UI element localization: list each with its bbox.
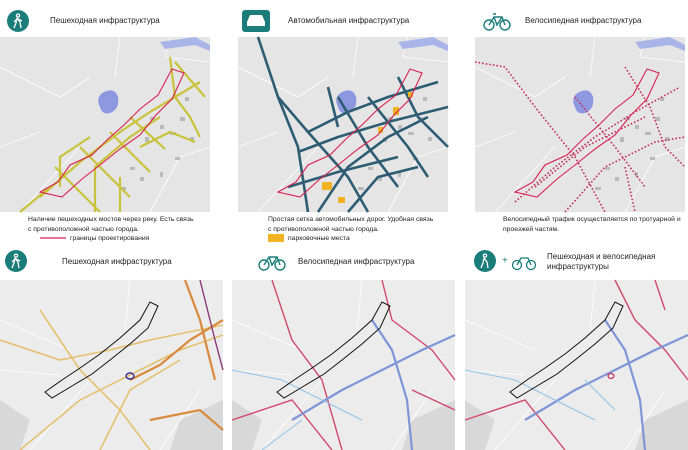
panel: Пешеходная инфраструктура	[0, 250, 224, 450]
caption: Наличие пешеходных мостов через реку. Ес…	[28, 216, 194, 223]
legend-label: парковочные места	[288, 235, 350, 242]
bike-icon	[258, 256, 286, 271]
caption: с противоположной частью города.	[28, 225, 139, 233]
legend-swatch	[268, 234, 284, 242]
panel-title: Пешеходная инфраструктура	[62, 257, 172, 266]
panel: + Пешеходная и велосипедная инфраструкту…	[464, 250, 688, 450]
pedestrian-icon	[474, 250, 496, 272]
svg-text:+: +	[502, 256, 508, 267]
panel-title: инфраструктуры	[547, 262, 609, 271]
bike-icon	[511, 257, 537, 271]
panel-title: Велосипедная инфраструктура	[298, 257, 415, 266]
map	[464, 279, 688, 450]
panel: Велосипедная инфраструктура	[231, 256, 456, 450]
caption: Велосипедный трафик осуществляется по тр…	[503, 215, 681, 223]
panel-title: Пешеходная инфраструктура	[50, 16, 160, 25]
panel: Пешеходная инфраструктура Наличие пешехо…	[0, 10, 211, 242]
panel: Автомобильная инфраструктура Простая сет…	[237, 10, 449, 242]
caption: с противоположной частью города.	[268, 225, 379, 233]
map	[237, 36, 449, 213]
panel-title: Автомобильная инфраструктура	[288, 16, 410, 25]
panel-title: Велосипедная инфраструктура	[525, 16, 642, 25]
map	[0, 36, 211, 213]
panel-title: Пешеходная и велосипедная	[547, 252, 655, 261]
caption: проезжей частям.	[503, 225, 559, 233]
map	[474, 36, 686, 213]
bike-icon	[483, 13, 511, 31]
legend-label: границы проектирования	[70, 235, 150, 242]
pedestrian-icon	[7, 10, 29, 32]
panel: Велосипедная инфраструктура Велосипедный…	[474, 13, 686, 233]
caption: Простая сетка автомобильных дорог. Удобн…	[268, 215, 434, 223]
map	[231, 279, 456, 450]
pedestrian-icon	[5, 250, 27, 272]
map	[0, 279, 224, 450]
